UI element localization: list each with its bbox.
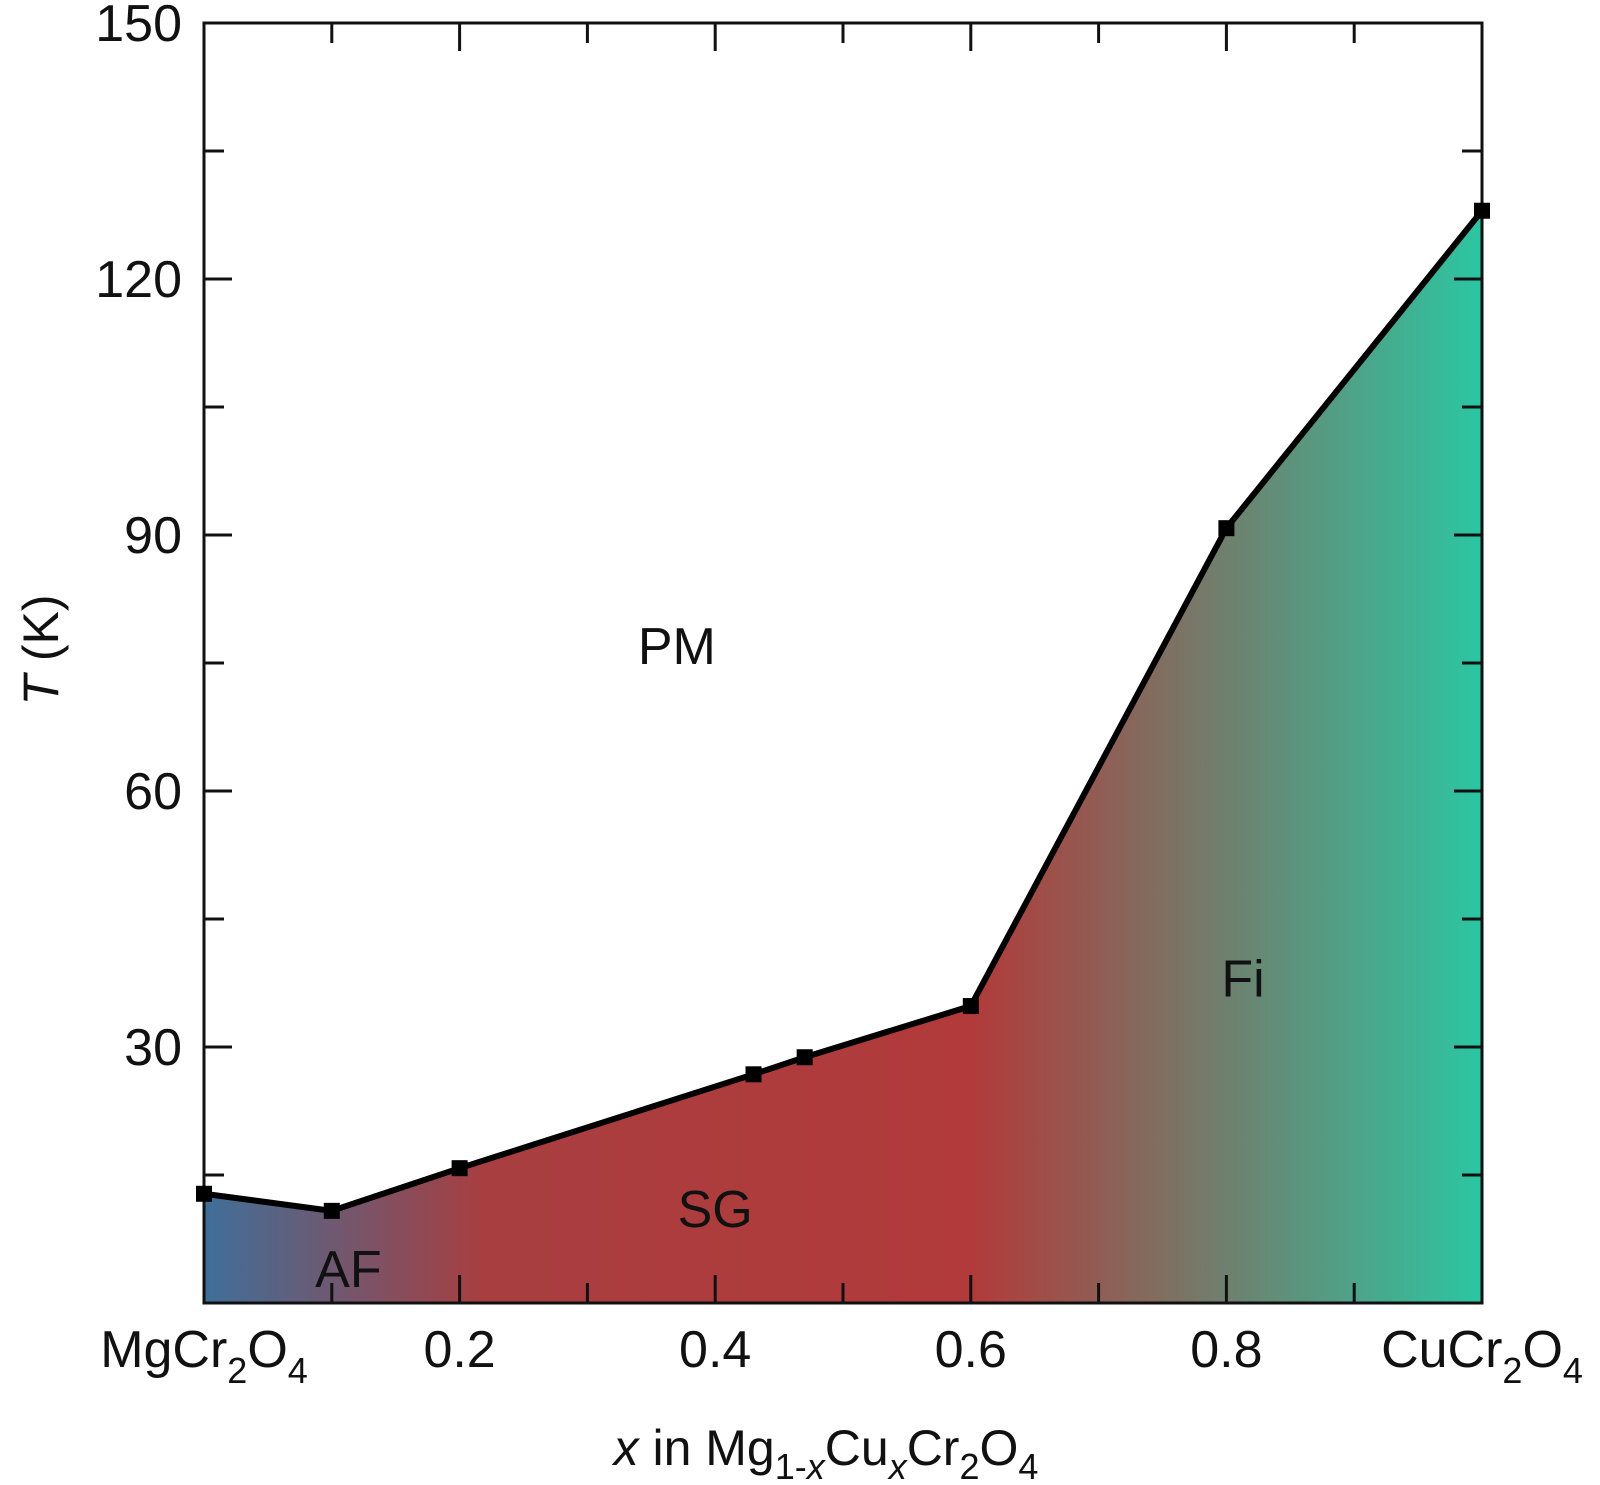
phase-fill: [204, 210, 1482, 1303]
data-point: [323, 1202, 340, 1219]
data-point: [745, 1066, 762, 1083]
phase-boundary: [203, 208, 1485, 1214]
x-tick-label-sub: 4: [1563, 1350, 1583, 1391]
data-point: [796, 1049, 813, 1066]
plot-frame: [202, 21, 1484, 1305]
y-tick-label: 150: [95, 0, 182, 53]
y-axis-title: T (K): [13, 594, 69, 705]
x-tick-label-text: 0.8: [1190, 1321, 1262, 1379]
region-label: PM: [638, 618, 716, 676]
x-tick-label-sub: 2: [227, 1350, 247, 1391]
axis-ticks: [204, 23, 1482, 1303]
y-tick-label: 30: [124, 1019, 182, 1077]
data-points: [196, 202, 1490, 1219]
y-tick-label: 90: [124, 507, 182, 565]
region-label: SG: [678, 1181, 753, 1239]
data-point: [451, 1160, 468, 1177]
y-tick-label: 120: [95, 251, 182, 309]
x-tick-label-sub: 2: [1502, 1350, 1522, 1391]
x-tick-label: 0.2: [423, 1321, 495, 1379]
x-tick-label: 0.4: [679, 1321, 751, 1379]
x-tick-label-text: MgCr: [100, 1321, 227, 1379]
y-tick-label: 60: [124, 763, 182, 821]
region-label: AF: [315, 1241, 381, 1299]
x-tick-label: 0.6: [935, 1321, 1007, 1379]
x-tick-label-text: CuCr: [1381, 1321, 1502, 1379]
phase-area: [204, 210, 1482, 1303]
x-tick-label-text: O: [247, 1321, 287, 1379]
data-point: [1474, 202, 1490, 219]
y-tick-labels: 30 60 90 120 150: [95, 0, 182, 1077]
region-labels: PM SG AF Fi: [315, 618, 1264, 1299]
data-point: [962, 998, 979, 1015]
boundary-line: [203, 208, 1485, 1214]
data-point: [196, 1185, 212, 1202]
region-label: Fi: [1221, 951, 1264, 1009]
x-tick-label: CuCr2O4: [1381, 1321, 1583, 1391]
x-tick-label-text: 0.4: [679, 1321, 751, 1379]
x-tick-label-text: O: [1522, 1321, 1562, 1379]
x-tick-label-sub: 4: [288, 1350, 308, 1391]
x-tick-label-text: 0.6: [935, 1321, 1007, 1379]
data-point: [1218, 520, 1235, 537]
x-tick-label-text: 0.2: [423, 1321, 495, 1379]
x-axis-title: x in Mg1-xCuxCr2O4: [612, 1420, 1039, 1485]
x-tick-label: MgCr2O4: [100, 1321, 308, 1391]
x-tick-labels: MgCr2O4 0.2 0.4 0.6 0.8 CuCr2O4: [100, 1321, 1583, 1391]
x-tick-label: 0.8: [1190, 1321, 1262, 1379]
